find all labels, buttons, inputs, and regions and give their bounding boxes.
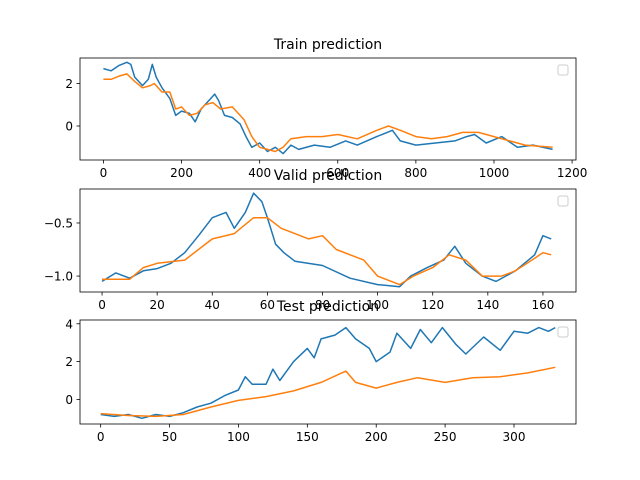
subplot-title: Valid prediction <box>274 168 382 184</box>
plot-frame <box>79 319 577 425</box>
y-tick-label: 0 <box>65 393 73 407</box>
plot-frame <box>79 188 577 293</box>
plot-frame <box>79 57 577 161</box>
x-tick-label: 20 <box>150 298 165 312</box>
subplot-title: Test prediction <box>276 299 379 315</box>
y-tick-label: 0 <box>65 120 73 134</box>
x-tick-label: 200 <box>170 166 193 180</box>
series-line-1 <box>103 61 553 155</box>
x-tick-label: 0 <box>97 430 105 444</box>
y-tick-label: 2 <box>65 355 73 369</box>
x-tick-label: 140 <box>476 298 499 312</box>
x-tick-label: 400 <box>248 166 271 180</box>
legend-box <box>557 326 569 338</box>
subplot-title: Train prediction <box>273 37 382 53</box>
y-tick-label: −1.0 <box>44 270 73 284</box>
series-line-2 <box>102 216 552 286</box>
x-tick-label: 0 <box>100 166 108 180</box>
x-tick-label: 300 <box>503 430 526 444</box>
x-tick-label: 60 <box>260 298 275 312</box>
x-tick-label: 1000 <box>479 166 510 180</box>
x-tick-label: 80 <box>315 298 330 312</box>
subplot-2: 0 20 40 60 80 100 120 140 160 −1.0 −0.5 Valid predi… <box>44 168 577 312</box>
legend-box <box>557 64 569 76</box>
x-tick-label: 150 <box>296 430 319 444</box>
x-tick-label: 120 <box>421 298 444 312</box>
subplot-1: 0 200 400 600 800 1000 1200 0 2 Train prediction <box>65 37 587 180</box>
series-line-2 <box>100 366 556 418</box>
x-tick-label: 160 <box>531 298 554 312</box>
y-tick-label: −0.5 <box>44 216 73 230</box>
series-line-2 <box>103 73 553 153</box>
x-tick-label: 0 <box>98 298 106 312</box>
x-tick-label: 600 <box>326 166 349 180</box>
x-tick-label: 40 <box>205 298 220 312</box>
x-tick-label: 100 <box>366 298 389 312</box>
x-tick-label: 100 <box>227 430 250 444</box>
x-tick-label: 800 <box>404 166 427 180</box>
x-tick-label: 1200 <box>557 166 588 180</box>
y-tick-label: 2 <box>65 77 73 91</box>
y-tick-label: 4 <box>65 317 73 331</box>
series-line-1 <box>100 326 556 420</box>
x-tick-label: 200 <box>365 430 388 444</box>
legend-box <box>557 195 569 207</box>
x-tick-label: 250 <box>434 430 457 444</box>
x-tick-label: 50 <box>162 430 177 444</box>
series-line-1 <box>101 192 552 288</box>
